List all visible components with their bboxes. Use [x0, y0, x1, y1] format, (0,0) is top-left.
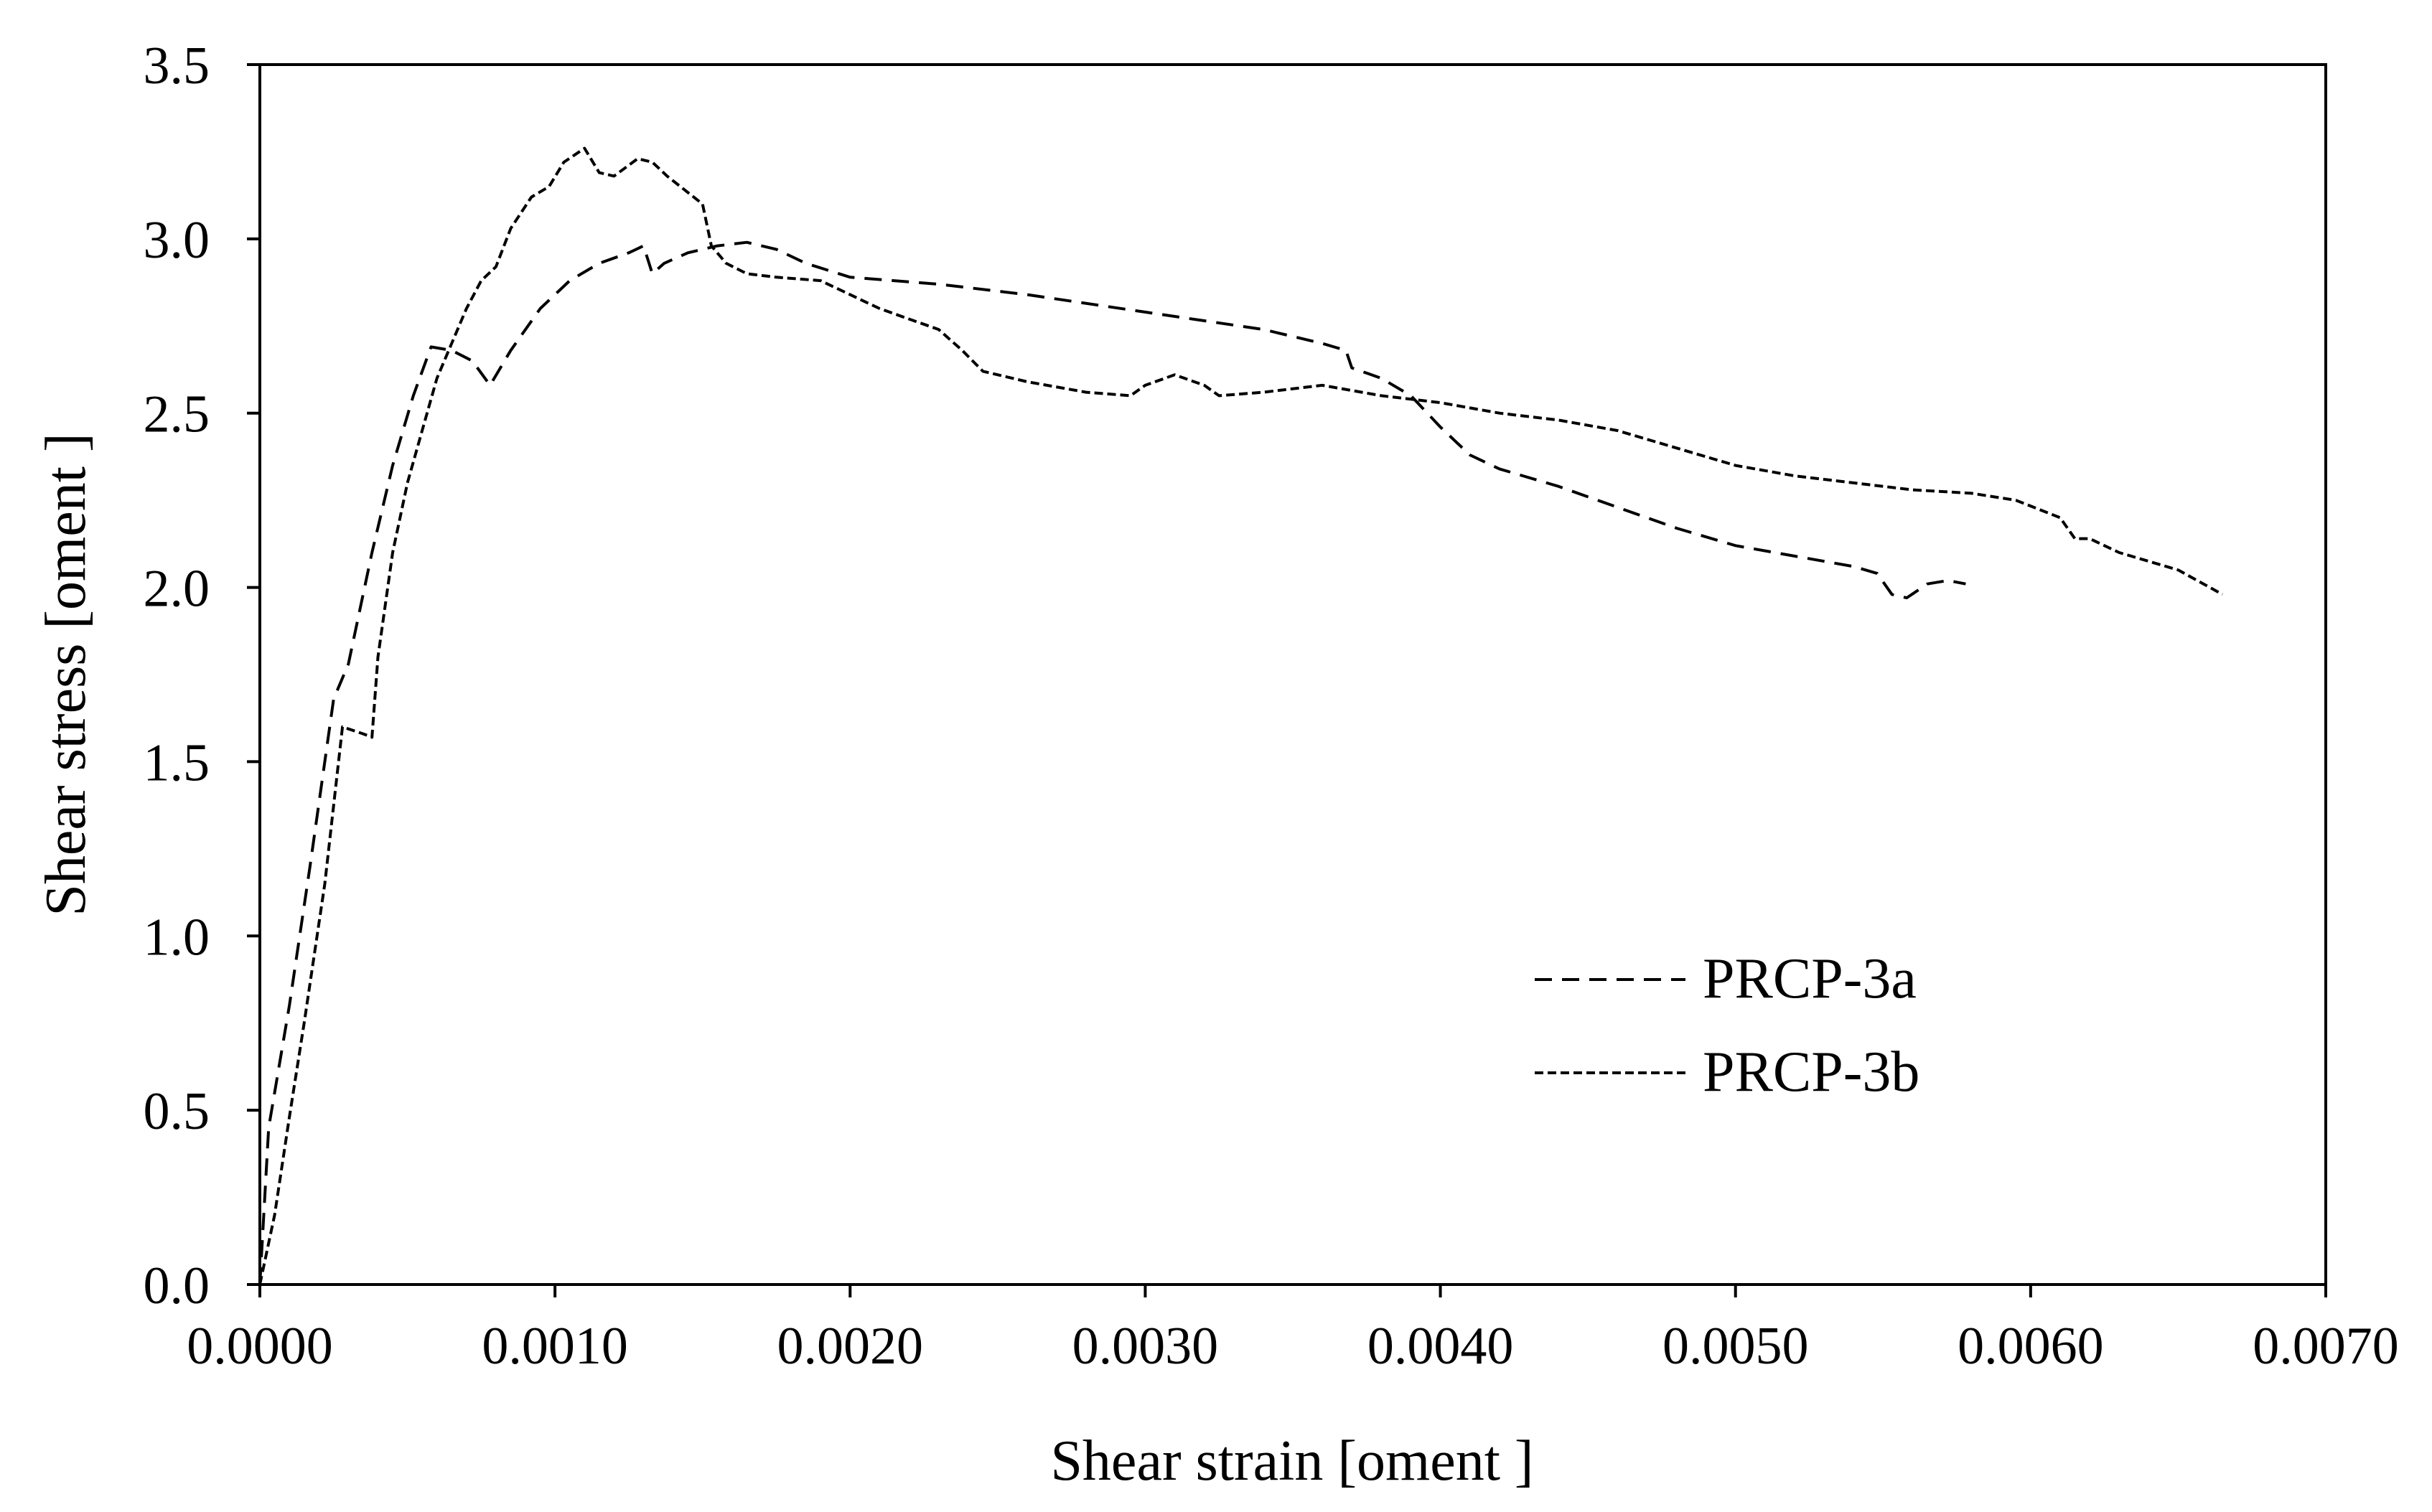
x-axis-title: Shear strain [oment ]: [1050, 1429, 1533, 1493]
legend-label-prcp-3b: PRCP-3b: [1703, 1041, 1919, 1104]
y-tick-label: 2.0: [144, 560, 210, 619]
legend-label-prcp-3a: PRCP-3a: [1703, 947, 1917, 1010]
x-tick-label: 0.0010: [482, 1317, 628, 1376]
y-tick-label: 1.0: [144, 908, 210, 967]
y-axis-ticks: 0.0 0.5 1.0 1.5 2.0 2.5 3.0 3.5: [144, 37, 260, 1315]
y-tick-label: 0.0: [144, 1257, 210, 1315]
plot-frame: [258, 63, 2327, 1286]
series-layer: [258, 146, 2224, 1285]
x-tick-label: 0.0020: [777, 1317, 924, 1376]
x-tick-label: 0.0040: [1367, 1317, 1514, 1376]
x-tick-label: 0.0030: [1072, 1317, 1219, 1376]
y-tick-label: 1.5: [144, 733, 210, 792]
x-tick-label: 0.0000: [187, 1317, 333, 1376]
legend: PRCP-3a PRCP-3b: [1535, 947, 1919, 1104]
y-axis-title: Shear stress [oment ]: [34, 433, 98, 916]
y-tick-label: 3.0: [144, 211, 210, 270]
series-line-prcp-3b: [258, 146, 2224, 1285]
y-tick-label: 2.5: [144, 385, 210, 444]
y-tick-label: 3.5: [144, 37, 210, 95]
series-line-prcp-3a: [258, 240, 1966, 1285]
x-tick-label: 0.0060: [1958, 1317, 2104, 1376]
x-axis-ticks: 0.0000 0.0010 0.0020 0.0030 0.0040 0.0050 0.00…: [187, 1285, 2399, 1376]
x-tick-label: 0.0070: [2253, 1317, 2399, 1376]
x-tick-label: 0.0050: [1662, 1317, 1809, 1376]
y-tick-label: 0.5: [144, 1082, 210, 1141]
